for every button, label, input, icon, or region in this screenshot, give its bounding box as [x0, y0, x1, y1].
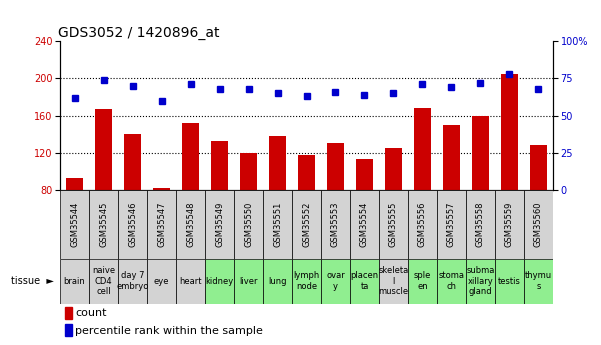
Bar	[234, 259, 263, 304]
Bar	[65, 307, 73, 319]
Bar	[263, 259, 292, 304]
Bar	[495, 259, 524, 304]
Text: GDS3052 / 1420896_at: GDS3052 / 1420896_at	[58, 26, 219, 40]
Text: GSM35557: GSM35557	[447, 201, 456, 247]
Bar	[234, 190, 263, 259]
Text: skeleta
l
muscle: skeleta l muscle	[379, 266, 409, 296]
Bar	[205, 259, 234, 304]
Bar	[524, 259, 553, 304]
Bar	[501, 74, 518, 190]
Text: tissue  ►: tissue ►	[11, 276, 54, 286]
Text: eye: eye	[154, 277, 169, 286]
Bar	[89, 190, 118, 259]
Bar	[60, 190, 89, 259]
Bar	[263, 190, 292, 259]
Text: GSM35545: GSM35545	[99, 201, 108, 247]
Bar	[176, 259, 205, 304]
Text: subma
xillary
gland: subma xillary gland	[466, 266, 495, 296]
Bar	[118, 190, 147, 259]
Bar	[147, 190, 176, 259]
Text: liver: liver	[239, 277, 258, 286]
Bar	[124, 134, 141, 190]
Bar	[292, 190, 321, 259]
Bar	[408, 259, 437, 304]
Bar	[176, 190, 205, 259]
Bar	[350, 259, 379, 304]
Text: GSM35546: GSM35546	[128, 201, 137, 247]
Text: stoma
ch: stoma ch	[439, 272, 465, 291]
Bar	[356, 159, 373, 190]
Text: GSM35544: GSM35544	[70, 201, 79, 247]
Text: GSM35559: GSM35559	[505, 201, 514, 247]
Text: GSM35552: GSM35552	[302, 201, 311, 247]
Bar	[153, 188, 170, 190]
Bar	[379, 190, 408, 259]
Text: testis: testis	[498, 277, 521, 286]
Text: percentile rank within the sample: percentile rank within the sample	[75, 326, 263, 335]
Bar	[321, 259, 350, 304]
Text: count: count	[75, 308, 106, 318]
Bar	[472, 116, 489, 190]
Text: GSM35556: GSM35556	[418, 201, 427, 247]
Bar	[60, 259, 89, 304]
Text: GSM35548: GSM35548	[186, 201, 195, 247]
Bar	[211, 141, 228, 190]
Bar	[95, 109, 112, 190]
Bar	[205, 190, 234, 259]
Bar	[327, 144, 344, 190]
Bar	[65, 324, 73, 336]
Bar	[466, 190, 495, 259]
Text: ovar
y: ovar y	[326, 272, 345, 291]
Text: day 7
embryо: day 7 embryо	[117, 272, 149, 291]
Bar	[443, 125, 460, 190]
Text: sple
en: sple en	[413, 272, 431, 291]
Text: kidney: kidney	[206, 277, 234, 286]
Text: GSM35550: GSM35550	[244, 201, 253, 247]
Bar	[182, 123, 200, 190]
Bar	[529, 145, 547, 190]
Bar	[292, 259, 321, 304]
Text: brain: brain	[64, 277, 85, 286]
Bar	[466, 259, 495, 304]
Bar	[385, 148, 402, 190]
Bar	[379, 259, 408, 304]
Bar	[413, 108, 431, 190]
Text: naive
CD4
cell: naive CD4 cell	[92, 266, 115, 296]
Bar	[147, 259, 176, 304]
Bar	[118, 259, 147, 304]
Text: heart: heart	[179, 277, 202, 286]
Bar	[350, 190, 379, 259]
Text: GSM35555: GSM35555	[389, 201, 398, 247]
Bar	[437, 259, 466, 304]
Text: GSM35554: GSM35554	[360, 201, 369, 247]
Text: GSM35553: GSM35553	[331, 201, 340, 247]
Bar	[240, 152, 257, 190]
Text: lung: lung	[268, 277, 287, 286]
Bar	[321, 190, 350, 259]
Bar	[524, 190, 553, 259]
Bar	[298, 156, 315, 190]
Text: placen
ta: placen ta	[350, 272, 379, 291]
Text: GSM35558: GSM35558	[476, 201, 485, 247]
Text: thymu
s: thymu s	[525, 272, 552, 291]
Bar	[66, 178, 84, 190]
Text: GSM35549: GSM35549	[215, 201, 224, 247]
Bar	[437, 190, 466, 259]
Text: GSM35560: GSM35560	[534, 201, 543, 247]
Bar	[408, 190, 437, 259]
Bar	[495, 190, 524, 259]
Bar	[89, 259, 118, 304]
Text: GSM35547: GSM35547	[157, 201, 166, 247]
Bar	[269, 136, 286, 190]
Text: lymph
node: lymph node	[293, 272, 320, 291]
Text: GSM35551: GSM35551	[273, 201, 282, 247]
